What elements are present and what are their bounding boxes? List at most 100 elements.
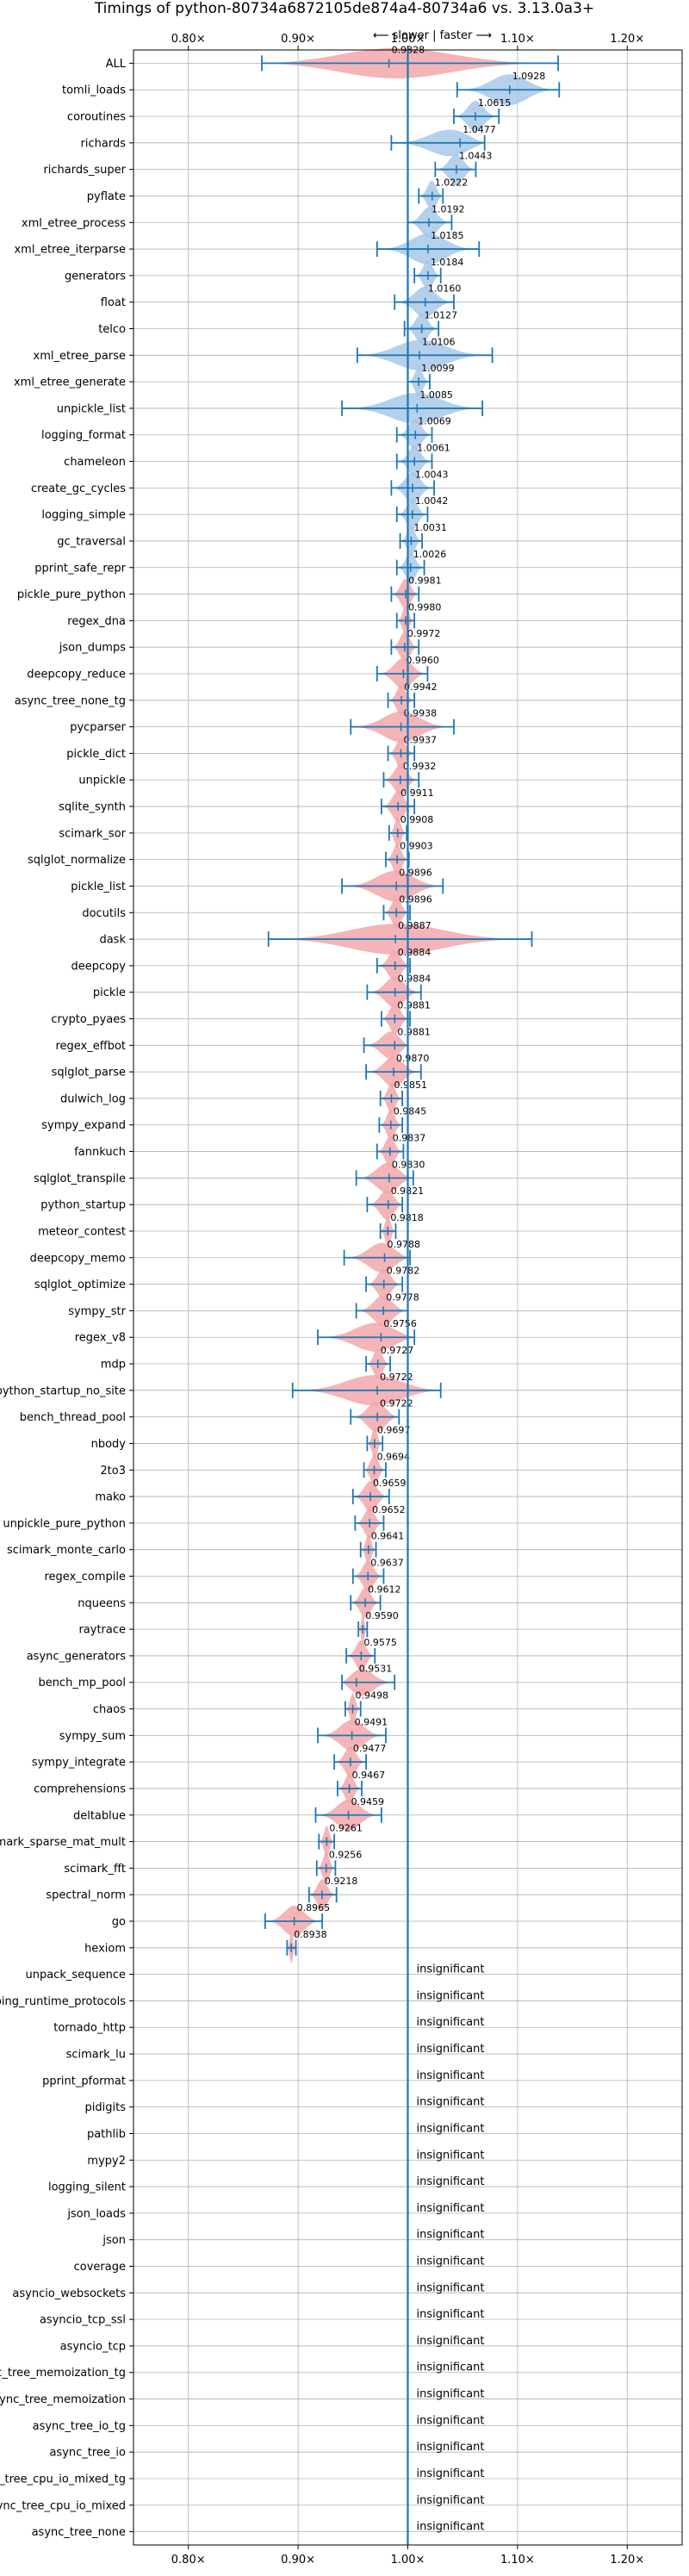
benchmark-label: pprint_pformat [42, 2075, 126, 2088]
benchmark-label: sqlite_synth [59, 801, 126, 814]
value-label: 0.9575 [363, 1637, 397, 1648]
value-label: 0.9932 [403, 761, 437, 772]
benchmark-label: mdp [101, 1359, 126, 1372]
benchmark-label: go [112, 1916, 126, 1929]
value-label: 0.9938 [404, 708, 438, 719]
benchmark-label: xml_etree_iterparse [14, 244, 126, 257]
value-label: 1.0928 [512, 71, 546, 82]
benchmark-label: deepcopy_memo [30, 1252, 126, 1265]
value-label: 1.0184 [431, 257, 464, 268]
chart-title: Timings of python-80734a6872105de874a4-8… [94, 0, 595, 17]
benchmark-label: nbody [91, 1438, 127, 1451]
value-label: 0.9261 [329, 1823, 363, 1834]
insignificant-label: insignificant [417, 2256, 485, 2268]
benchmark-label: pprint_safe_repr [34, 562, 126, 575]
benchmark-label: crypto_pyaes [51, 1013, 126, 1026]
insignificant-label: insignificant [417, 2229, 485, 2242]
value-label: 1.0615 [478, 97, 512, 109]
benchmark-label: regex_compile [44, 1571, 126, 1584]
insignificant-label: insignificant [417, 2335, 485, 2348]
value-label: 0.9531 [359, 1664, 393, 1675]
benchmark-label: async_tree_io [49, 2447, 126, 2460]
value-label: 0.9722 [380, 1372, 413, 1383]
value-label: 0.9218 [325, 1876, 358, 1887]
value-label: 0.9896 [399, 893, 432, 905]
benchmark-label: unpickle_list [57, 402, 126, 415]
benchmark-label: bench_mp_pool [38, 1677, 126, 1689]
benchmark-label: spectral_norm [46, 1889, 126, 1902]
benchmark-label: async_tree_memoization_tg [0, 2367, 126, 2380]
benchmark-label: asyncio_tcp [60, 2340, 126, 2353]
x-tick-label-top: 0.80× [171, 33, 206, 46]
benchmark-label: create_gc_cycles [31, 482, 126, 495]
benchmark-label: float [101, 296, 126, 309]
benchmark-label: richards_super [43, 164, 126, 177]
value-label: 0.9491 [355, 1716, 388, 1727]
value-label: 0.9911 [400, 787, 434, 799]
benchmark-label: tornado_http [53, 2022, 126, 2035]
value-label: 0.9659 [373, 1478, 407, 1489]
benchmark-label: sympy_str [68, 1305, 126, 1318]
value-label: 0.9590 [365, 1610, 399, 1621]
benchmark-label: sqlglot_transpile [34, 1173, 126, 1185]
insignificant-label: insignificant [417, 2361, 485, 2374]
value-label: 1.0222 [435, 177, 469, 188]
value-label: 0.9756 [383, 1318, 417, 1329]
x-tick-label-top: 1.20× [610, 33, 644, 46]
benchmark-label: pidigits [85, 2101, 127, 2114]
insignificant-label: insignificant [417, 2388, 485, 2401]
benchmark-label: 2to3 [100, 1465, 126, 1478]
benchmark-label: sqlglot_normalize [28, 854, 126, 867]
benchmark-label: logging_silent [48, 2181, 126, 2194]
insignificant-label: insignificant [417, 2441, 485, 2454]
benchmark-label: json [102, 2234, 126, 2247]
value-label: 0.9837 [393, 1133, 426, 1144]
insignificant-label: insignificant [417, 2122, 485, 2135]
benchmark-label: deltablue [73, 1809, 126, 1822]
value-label: 1.0185 [431, 230, 463, 241]
value-label: 1.0127 [425, 309, 458, 320]
value-label: 0.9884 [398, 974, 431, 985]
benchmark-label: ALL [106, 58, 127, 71]
x-tick-label-bottom: 1.20× [610, 2554, 644, 2567]
insignificant-label: insignificant [417, 2281, 485, 2294]
value-label: 0.9903 [400, 841, 433, 852]
benchmark-label: gc_traversal [57, 535, 126, 548]
value-label: 0.9980 [408, 601, 442, 613]
benchmark-label: comprehensions [34, 1783, 126, 1795]
benchmark-label: pickle_dict [66, 748, 126, 761]
value-label: 0.9845 [394, 1106, 427, 1117]
insignificant-label: insignificant [417, 2096, 485, 2109]
benchmark-label: sqlglot_parse [52, 1067, 126, 1080]
benchmark-label: bench_thread_pool [20, 1411, 126, 1424]
benchmark-label: json_dumps [59, 642, 126, 655]
value-label: 0.9697 [377, 1424, 411, 1435]
value-label: 1.0042 [415, 495, 449, 507]
benchmark-label: logging_format [41, 429, 126, 442]
value-label: 1.0069 [418, 416, 451, 427]
plot-frame [133, 49, 683, 2546]
x-tick-label-top: 0.90× [281, 33, 315, 46]
benchmark-label: nqueens [78, 1597, 126, 1610]
value-label: 0.9908 [400, 814, 434, 825]
benchmark-label: pathlib [87, 2128, 126, 2141]
benchmark-label: pycparser [70, 721, 126, 734]
value-label: 1.0031 [413, 522, 447, 533]
value-label: 0.9256 [329, 1849, 363, 1860]
value-label: 1.0085 [419, 389, 452, 401]
value-label: 1.0192 [431, 203, 465, 215]
benchmark-label: hexiom [84, 1942, 126, 1955]
value-label: 0.9972 [407, 628, 441, 639]
value-label: 0.9694 [377, 1451, 411, 1462]
benchmark-label: coverage [74, 2261, 126, 2274]
benchmark-label: chaos [93, 1703, 126, 1716]
benchmark-label: dulwich_log [60, 1092, 126, 1105]
benchmark-label: richards [81, 137, 127, 150]
insignificant-label: insignificant [417, 2521, 485, 2534]
benchmark-label: pickle [93, 986, 126, 999]
benchmark-label: scimark_fft [64, 1863, 126, 1876]
value-label: 0.9467 [352, 1770, 386, 1781]
value-label: 0.9788 [387, 1239, 420, 1250]
value-label: 0.9641 [371, 1531, 405, 1542]
